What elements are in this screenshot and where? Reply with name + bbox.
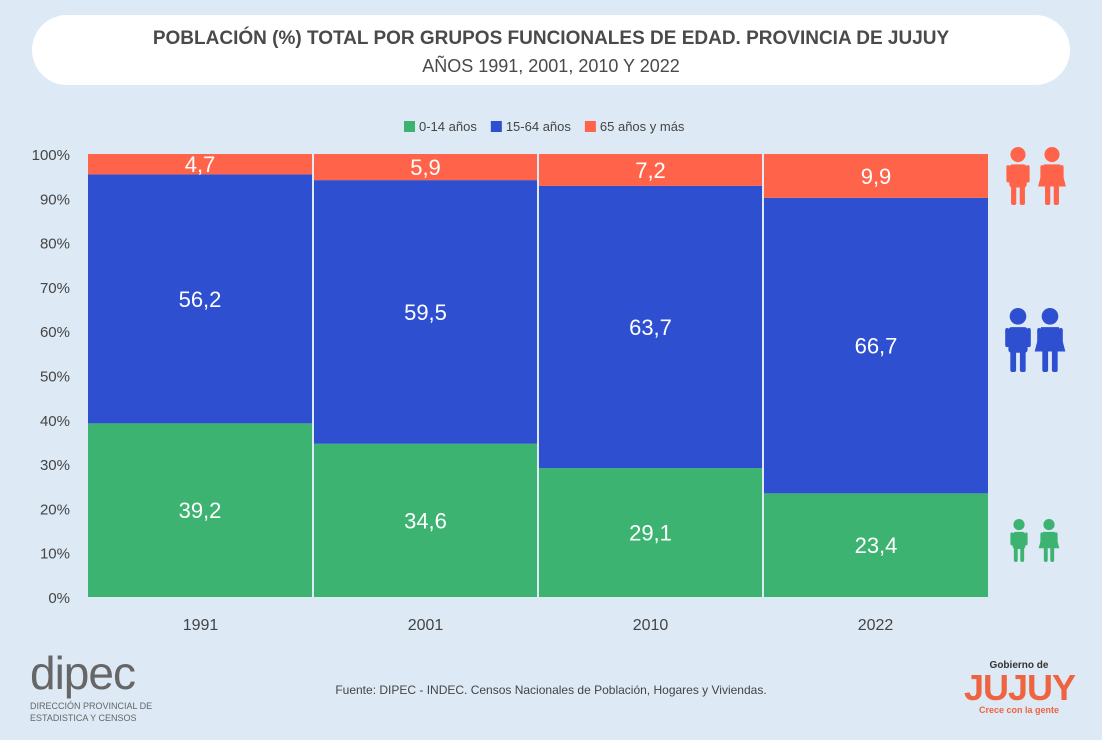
data-label: 66,7 <box>855 334 898 359</box>
bar-segment <box>88 154 312 175</box>
dipec-logo-text: dipec <box>30 647 136 699</box>
y-tick-label: 70% <box>40 280 70 297</box>
bar-segment <box>539 154 762 186</box>
jujuy-logo: Gobierno de JUJUY Crece con la gente <box>964 660 1076 715</box>
y-tick-label: 30% <box>40 457 70 474</box>
bar-segment <box>88 423 312 597</box>
bar-segment <box>88 174 312 424</box>
x-tick-label: 1991 <box>183 617 219 634</box>
jujuy-text: JUJUY <box>964 667 1076 708</box>
jujuy-bottom: Crece con la gente <box>978 705 1060 715</box>
data-label: 29,1 <box>629 521 672 546</box>
data-label: 4,7 <box>185 152 216 177</box>
children-icon <box>1010 519 1028 562</box>
legend-label: 15-64 años <box>506 119 572 134</box>
elderly-icon <box>1038 147 1066 205</box>
adults-icon <box>1034 308 1066 372</box>
y-tick-label: 90% <box>40 191 70 208</box>
bar-segment <box>539 468 762 597</box>
y-tick-label: 100% <box>32 147 70 164</box>
bar-segment <box>314 443 537 597</box>
chart-title: POBLACIÓN (%) TOTAL POR GRUPOS FUNCIONAL… <box>152 28 950 49</box>
y-tick-label: 40% <box>40 413 70 430</box>
y-tick-label: 0% <box>48 590 70 607</box>
data-label: 39,2 <box>179 498 222 523</box>
legend-swatch <box>404 121 415 132</box>
data-label: 7,2 <box>635 158 666 183</box>
jujuy-top: Gobierno de <box>989 660 1049 671</box>
y-tick-label: 80% <box>40 236 70 253</box>
x-tick-label: 2010 <box>633 617 669 634</box>
data-label: 5,9 <box>410 155 441 180</box>
data-label: 63,7 <box>629 315 672 340</box>
source-note: Fuente: DIPEC - INDEC. Censos Nacionales… <box>335 683 767 697</box>
children-icon <box>1038 519 1060 562</box>
dipec-logo: dipec DIRECCIÓN PROVINCIAL DE ESTADISTIC… <box>30 650 152 724</box>
title-box: POBLACIÓN (%) TOTAL POR GRUPOS FUNCIONAL… <box>32 15 1070 85</box>
dipec-sub2: ESTADISTICA Y CENSOS <box>30 713 137 723</box>
dipec-sub1: DIRECCIÓN PROVINCIAL DE <box>30 701 153 711</box>
legend-label: 0-14 años <box>419 119 477 134</box>
y-tick-label: 10% <box>40 546 70 563</box>
y-tick-label: 20% <box>40 501 70 518</box>
bar-segment <box>314 154 537 181</box>
bar-segment <box>539 185 762 469</box>
y-tick-label: 60% <box>40 324 70 341</box>
data-label: 59,5 <box>404 300 447 325</box>
bar-segment <box>764 197 988 494</box>
legend-swatch <box>584 121 596 132</box>
legend-swatch <box>490 121 502 132</box>
chart-subtitle: AÑOS 1991, 2001, 2010 Y 2022 <box>422 56 680 76</box>
legend-label: 65 años y más <box>600 119 685 134</box>
data-label: 9,9 <box>861 164 892 189</box>
bar-segment <box>764 154 988 198</box>
data-label: 56,2 <box>179 287 222 312</box>
data-label: 23,4 <box>855 533 898 558</box>
adults-icon <box>1005 308 1031 372</box>
data-label: 34,6 <box>404 508 447 533</box>
x-tick-label: 2001 <box>408 617 444 634</box>
elderly-icon <box>1006 147 1030 205</box>
bar-segment <box>764 493 988 597</box>
x-tick-label: 2022 <box>858 617 894 634</box>
y-tick-label: 50% <box>40 369 70 386</box>
bar-segment <box>314 180 537 444</box>
